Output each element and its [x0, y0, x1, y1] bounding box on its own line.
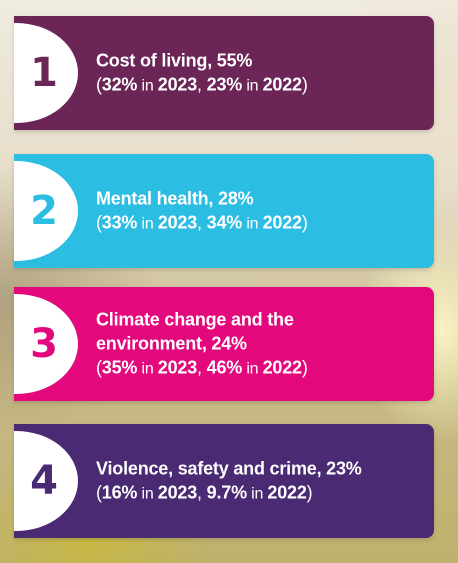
value-2023: 35% [101, 357, 138, 378]
value-2023: 16% [101, 482, 138, 503]
issue-headline-line-2: environment, 24% [96, 333, 247, 354]
issue-comparison: (16% in 2023, 9.7% in 2022) [96, 482, 313, 503]
value-2022: 46% [206, 357, 243, 378]
value-2022: 9.7% [206, 482, 247, 503]
year-2023: 2023 [157, 74, 198, 95]
issue-text: Violence, safety and crime, 23% (16% in … [96, 457, 426, 506]
rank-number: 1 [30, 50, 58, 96]
issue-comparison: (35% in 2023, 46% in 2022) [96, 357, 308, 378]
issue-text: Mental health, 28% (33% in 2023, 34% in … [96, 187, 426, 236]
year-2022: 2022 [262, 74, 302, 95]
year-2022: 2022 [262, 357, 302, 378]
value-2022: 23% [206, 74, 243, 95]
rank-number: 4 [30, 458, 58, 504]
rank-number: 3 [30, 321, 58, 367]
issue-headline: Mental health, 28% [96, 188, 254, 209]
value-2023: 33% [101, 212, 138, 233]
issue-card-mental-health: 2 Mental health, 28% (33% in 2023, 34% i… [14, 154, 434, 268]
year-2022: 2022 [262, 212, 302, 233]
issue-card-climate-change: 3 Climate change and the environment, 24… [14, 287, 434, 401]
year-2022: 2022 [267, 482, 307, 503]
issue-comparison: (32% in 2023, 23% in 2022) [96, 74, 308, 95]
issue-text: Cost of living, 55% (32% in 2023, 23% in… [96, 49, 426, 98]
issue-headline: Violence, safety and crime, 23% [96, 458, 362, 479]
year-2023: 2023 [157, 482, 198, 503]
issue-headline: Cost of living, 55% [96, 50, 253, 71]
value-2022: 34% [206, 212, 243, 233]
issue-card-violence: 4 Violence, safety and crime, 23% (16% i… [14, 424, 434, 538]
year-2023: 2023 [157, 357, 198, 378]
rank-number: 2 [30, 188, 58, 234]
value-2023: 32% [101, 74, 138, 95]
year-2023: 2023 [157, 212, 198, 233]
issue-comparison: (33% in 2023, 34% in 2022) [96, 212, 308, 233]
issue-text: Climate change and the environment, 24% … [96, 308, 426, 381]
issue-card-cost-of-living: 1 Cost of living, 55% (32% in 2023, 23% … [14, 16, 434, 130]
issue-headline-line-1: Climate change and the [96, 309, 294, 330]
